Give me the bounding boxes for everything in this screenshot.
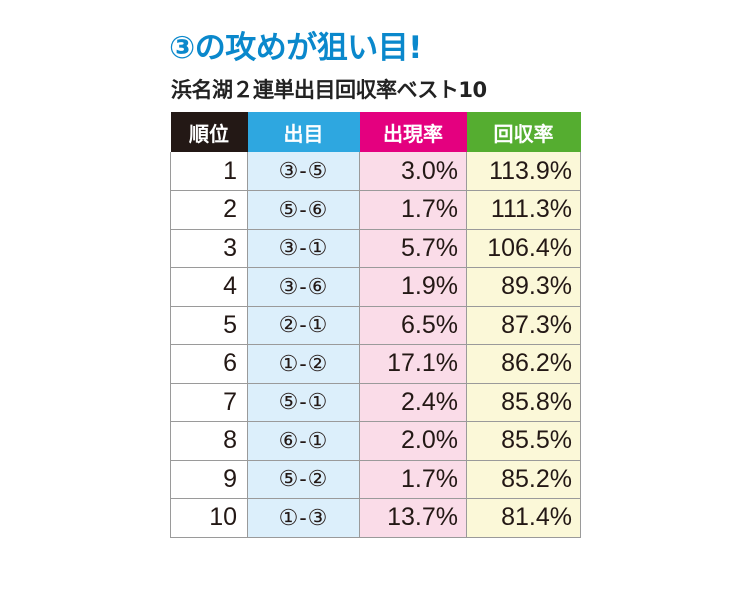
rank-cell: 7 <box>170 383 248 422</box>
appearance-rate-cell: 13.7% <box>359 498 467 538</box>
combination-cell: ①-② <box>247 344 360 384</box>
header-combination: 出目 <box>247 112 360 152</box>
rank-cell: 1 <box>170 152 248 191</box>
appearance-rate-cell: 1.9% <box>359 267 467 307</box>
table-body: 1 ③-⑤ 3.0% 113.9% 2 ⑤-⑥ 1.7% 111.3% 3 ③-① 5.7% 106.… <box>170 152 581 538</box>
table-header-row: 順位 出目 出現率 回収率 <box>170 112 581 152</box>
combination-cell: ⑤-② <box>247 460 360 499</box>
combination-cell: ⑥-① <box>247 421 360 461</box>
table-row: 2 ⑤-⑥ 1.7% 111.3% <box>170 190 581 230</box>
return-rate-cell: 85.8% <box>466 383 581 422</box>
rank-cell: 5 <box>170 306 248 345</box>
combination-cell: ①-③ <box>247 498 360 538</box>
return-rate-cell: 81.4% <box>466 498 581 538</box>
appearance-rate-cell: 3.0% <box>359 152 467 191</box>
rank-cell: 6 <box>170 344 248 384</box>
return-rate-cell: 89.3% <box>466 267 581 307</box>
rank-cell: 9 <box>170 460 248 499</box>
rank-cell: 4 <box>170 267 248 307</box>
return-rate-cell: 106.4% <box>466 229 581 268</box>
return-rate-cell: 113.9% <box>466 152 581 191</box>
return-rate-cell: 85.2% <box>466 460 581 499</box>
table-row: 6 ①-② 17.1% 86.2% <box>170 344 581 384</box>
table-row: 3 ③-① 5.7% 106.4% <box>170 229 581 268</box>
combination-cell: ③-⑤ <box>247 152 360 191</box>
appearance-rate-cell: 2.4% <box>359 383 467 422</box>
ranking-table: 順位 出目 出現率 回収率 1 ③-⑤ 3.0% 113.9% 2 ⑤-⑥ 1.7% 111.… <box>170 112 581 538</box>
return-rate-cell: 111.3% <box>466 190 581 230</box>
combination-cell: ⑤-① <box>247 383 360 422</box>
return-rate-cell: 86.2% <box>466 344 581 384</box>
chart-subtitle: 浜名湖２連単出目回収率ベスト10 <box>171 78 487 102</box>
combination-cell: ③-⑥ <box>247 267 360 307</box>
appearance-rate-cell: 1.7% <box>359 190 467 230</box>
table-row: 1 ③-⑤ 3.0% 113.9% <box>170 152 581 191</box>
rank-cell: 10 <box>170 498 248 538</box>
appearance-rate-cell: 1.7% <box>359 460 467 499</box>
header-return-rate: 回収率 <box>466 112 581 152</box>
combination-cell: ②-① <box>247 306 360 345</box>
header-rank: 順位 <box>170 112 248 152</box>
return-rate-cell: 85.5% <box>466 421 581 461</box>
appearance-rate-cell: 5.7% <box>359 229 467 268</box>
combination-cell: ⑤-⑥ <box>247 190 360 230</box>
chart-title: ③の攻めが狙い目! <box>169 30 422 66</box>
appearance-rate-cell: 6.5% <box>359 306 467 345</box>
table-row: 7 ⑤-① 2.4% 85.8% <box>170 383 581 422</box>
return-rate-cell: 87.3% <box>466 306 581 345</box>
appearance-rate-cell: 2.0% <box>359 421 467 461</box>
table-row: 5 ②-① 6.5% 87.3% <box>170 306 581 345</box>
table-row: 4 ③-⑥ 1.9% 89.3% <box>170 267 581 307</box>
rank-cell: 8 <box>170 421 248 461</box>
table-row: 8 ⑥-① 2.0% 85.5% <box>170 421 581 461</box>
table-row: 9 ⑤-② 1.7% 85.2% <box>170 460 581 499</box>
rank-cell: 3 <box>170 229 248 268</box>
rank-cell: 2 <box>170 190 248 230</box>
header-appearance-rate: 出現率 <box>359 112 467 152</box>
table-row: 10 ①-③ 13.7% 81.4% <box>170 498 581 538</box>
combination-cell: ③-① <box>247 229 360 268</box>
appearance-rate-cell: 17.1% <box>359 344 467 384</box>
